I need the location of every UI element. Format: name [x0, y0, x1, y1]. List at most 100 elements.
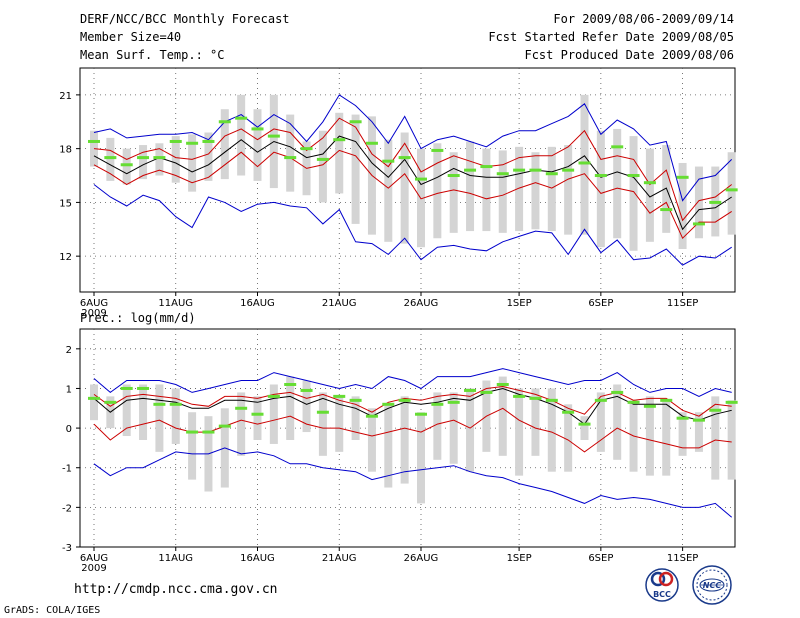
series-line-red-upper [93, 385, 732, 417]
mode-marker [643, 404, 656, 408]
mode-marker [594, 398, 607, 402]
range-bar [139, 145, 148, 180]
mode-marker [365, 141, 378, 145]
y-tick-label: 15 [59, 198, 72, 209]
mode-marker [120, 386, 133, 390]
range-bar [90, 384, 98, 421]
mode-marker [104, 156, 117, 160]
grads-credit: GrADS: COLA/IGES [4, 605, 101, 616]
mode-marker [120, 163, 133, 167]
range-bar [351, 396, 360, 440]
range-bar [335, 112, 344, 194]
range-bar [171, 388, 180, 444]
mode-marker [627, 174, 640, 178]
range-bar [171, 136, 180, 183]
range-bar [351, 114, 360, 224]
range-bar [727, 152, 736, 235]
mode-marker [513, 394, 526, 398]
range-bar [531, 388, 540, 456]
chart-title: DERF/NCC/BCC Monthly Forecast [80, 12, 290, 26]
mode-marker [660, 398, 673, 402]
mode-marker [725, 188, 738, 192]
ncc-logo-text: NCC [703, 581, 722, 590]
mode-marker [578, 422, 591, 426]
mode-marker [300, 388, 313, 392]
y-tick-label: 1 [66, 384, 72, 395]
mode-marker [660, 208, 673, 212]
mode-marker [431, 148, 444, 152]
mode-marker [88, 396, 100, 400]
mode-marker [218, 120, 231, 124]
y-tick-label: 12 [59, 252, 72, 263]
y-tick-label: -1 [62, 464, 72, 475]
range-bar [645, 396, 654, 476]
mode-marker [316, 410, 329, 414]
series-line-blue-upper [93, 94, 733, 202]
mode-marker [447, 400, 460, 404]
mode-marker [709, 408, 722, 412]
x-tick-label: 1SEP [507, 553, 532, 564]
forecast-produced-date: Fcst Produced Date 2009/08/06 [524, 48, 734, 62]
range-bar [596, 392, 605, 452]
mode-marker [676, 175, 689, 179]
range-bar [155, 143, 164, 176]
mode-marker [186, 141, 199, 145]
range-bar [613, 384, 622, 460]
range-bar [204, 132, 213, 181]
mode-marker [316, 157, 329, 161]
range-bar [155, 384, 164, 452]
range-bar [645, 148, 654, 242]
mode-marker [496, 172, 509, 176]
range-bar [237, 94, 246, 176]
temperature-panel: 6AUG 11AUG 16AUG 21AUG 26AUG 1SEP 6SEP 11SEP 200… [59, 67, 738, 319]
series-line-red-lower [93, 407, 732, 453]
range-bar [335, 396, 344, 452]
range-bar [220, 109, 229, 180]
forecast-period: For 2009/08/06-2009/09/14 [553, 12, 734, 26]
range-bar [678, 162, 687, 249]
range-bar [694, 412, 703, 452]
range-bar [449, 392, 458, 464]
y-tick-label: -3 [62, 543, 72, 554]
mode-marker [153, 156, 166, 160]
mode-marker [529, 168, 542, 172]
range-bar [466, 141, 475, 232]
range-bar [531, 152, 540, 230]
mode-marker [692, 418, 705, 422]
range-bar [498, 376, 507, 456]
y-tick-label: 0 [66, 424, 72, 435]
mode-marker [137, 156, 150, 160]
mode-marker [153, 402, 166, 406]
x-tick-label: 6SEP [588, 553, 613, 564]
mode-marker [676, 416, 689, 420]
range-bar [564, 404, 573, 472]
x-tick-label: 16AUG [240, 298, 275, 309]
mode-marker [627, 400, 640, 404]
x-tick-label: 1SEP [507, 298, 532, 309]
range-bar [286, 376, 295, 440]
range-bar [515, 388, 524, 476]
mode-marker [104, 400, 117, 404]
x-tick-label: 11AUG [158, 298, 193, 309]
x-tick-label: 6SEP [588, 298, 613, 309]
range-bar [433, 392, 442, 460]
mode-marker [251, 412, 264, 416]
range-bar [711, 396, 720, 480]
range-bar [678, 412, 687, 456]
range-bar [122, 148, 131, 185]
mode-marker [349, 120, 362, 124]
range-bar [318, 130, 327, 203]
range-bar [269, 384, 278, 444]
variable-label: Mean Surf. Temp.: °C [80, 48, 225, 62]
series-line-black-mean [93, 135, 732, 231]
series-line-blue-lower [93, 184, 732, 266]
range-bar [449, 152, 458, 233]
x-tick-label: 11AUG [158, 553, 193, 564]
bcc-logo-text: BCC [653, 590, 671, 599]
range-bar [106, 137, 115, 181]
range-bar [384, 139, 393, 242]
mode-marker [464, 388, 477, 392]
source-url: http://cmdp.ncc.cma.gov.cn [74, 582, 278, 597]
mode-marker [562, 410, 575, 414]
